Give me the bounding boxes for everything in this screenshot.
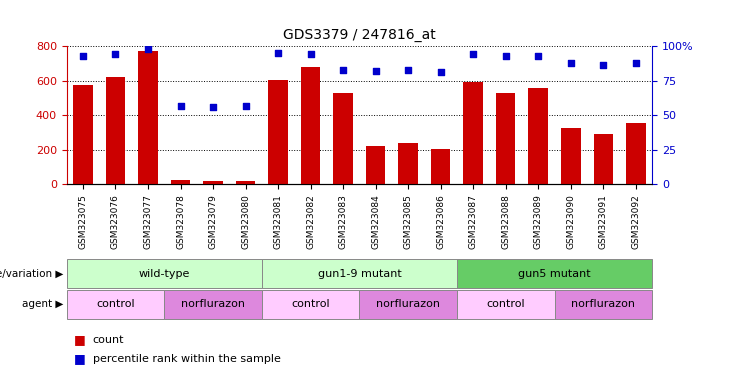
- Text: ■: ■: [74, 333, 90, 346]
- Bar: [165, 290, 262, 319]
- Point: [435, 69, 447, 75]
- Title: GDS3379 / 247816_at: GDS3379 / 247816_at: [283, 28, 436, 42]
- Point: [305, 51, 316, 58]
- Text: agent ▶: agent ▶: [21, 299, 63, 310]
- Bar: [262, 259, 457, 288]
- Bar: [301, 67, 320, 184]
- Bar: [333, 93, 353, 184]
- Text: control: control: [291, 299, 330, 310]
- Text: norflurazon: norflurazon: [376, 299, 440, 310]
- Text: wild-type: wild-type: [139, 268, 190, 279]
- Bar: [67, 290, 165, 319]
- Point: [565, 60, 576, 66]
- Bar: [262, 290, 359, 319]
- Point: [468, 51, 479, 58]
- Bar: [496, 93, 516, 184]
- Bar: [366, 146, 385, 184]
- Point: [272, 50, 284, 56]
- Point: [337, 66, 349, 73]
- Point: [499, 53, 511, 59]
- Point: [110, 51, 122, 58]
- Bar: [73, 85, 93, 184]
- Bar: [106, 77, 125, 184]
- Point: [239, 103, 251, 109]
- Point: [402, 66, 414, 73]
- Text: norflurazon: norflurazon: [571, 299, 635, 310]
- Text: control: control: [96, 299, 135, 310]
- Point: [532, 53, 544, 59]
- Text: count: count: [93, 335, 124, 345]
- Bar: [67, 259, 262, 288]
- Bar: [457, 290, 554, 319]
- Bar: [561, 128, 580, 184]
- Bar: [594, 134, 613, 184]
- Text: gun5 mutant: gun5 mutant: [518, 268, 591, 279]
- Bar: [554, 290, 652, 319]
- Bar: [236, 180, 256, 184]
- Text: percentile rank within the sample: percentile rank within the sample: [93, 354, 281, 364]
- Bar: [359, 290, 457, 319]
- Bar: [139, 51, 158, 184]
- Bar: [268, 80, 288, 184]
- Text: gun1-9 mutant: gun1-9 mutant: [317, 268, 402, 279]
- Point: [77, 53, 89, 59]
- Point: [597, 62, 609, 68]
- Point: [142, 46, 154, 52]
- Text: norflurazon: norflurazon: [181, 299, 245, 310]
- Bar: [463, 83, 483, 184]
- Text: genotype/variation ▶: genotype/variation ▶: [0, 268, 63, 279]
- Text: ■: ■: [74, 353, 90, 366]
- Point: [207, 104, 219, 110]
- Point: [630, 60, 642, 66]
- Bar: [457, 259, 652, 288]
- Bar: [203, 181, 223, 184]
- Bar: [528, 88, 548, 184]
- Bar: [626, 123, 645, 184]
- Point: [175, 103, 187, 109]
- Point: [370, 68, 382, 74]
- Text: control: control: [486, 299, 525, 310]
- Bar: [170, 180, 190, 184]
- Bar: [431, 149, 451, 184]
- Bar: [399, 143, 418, 184]
